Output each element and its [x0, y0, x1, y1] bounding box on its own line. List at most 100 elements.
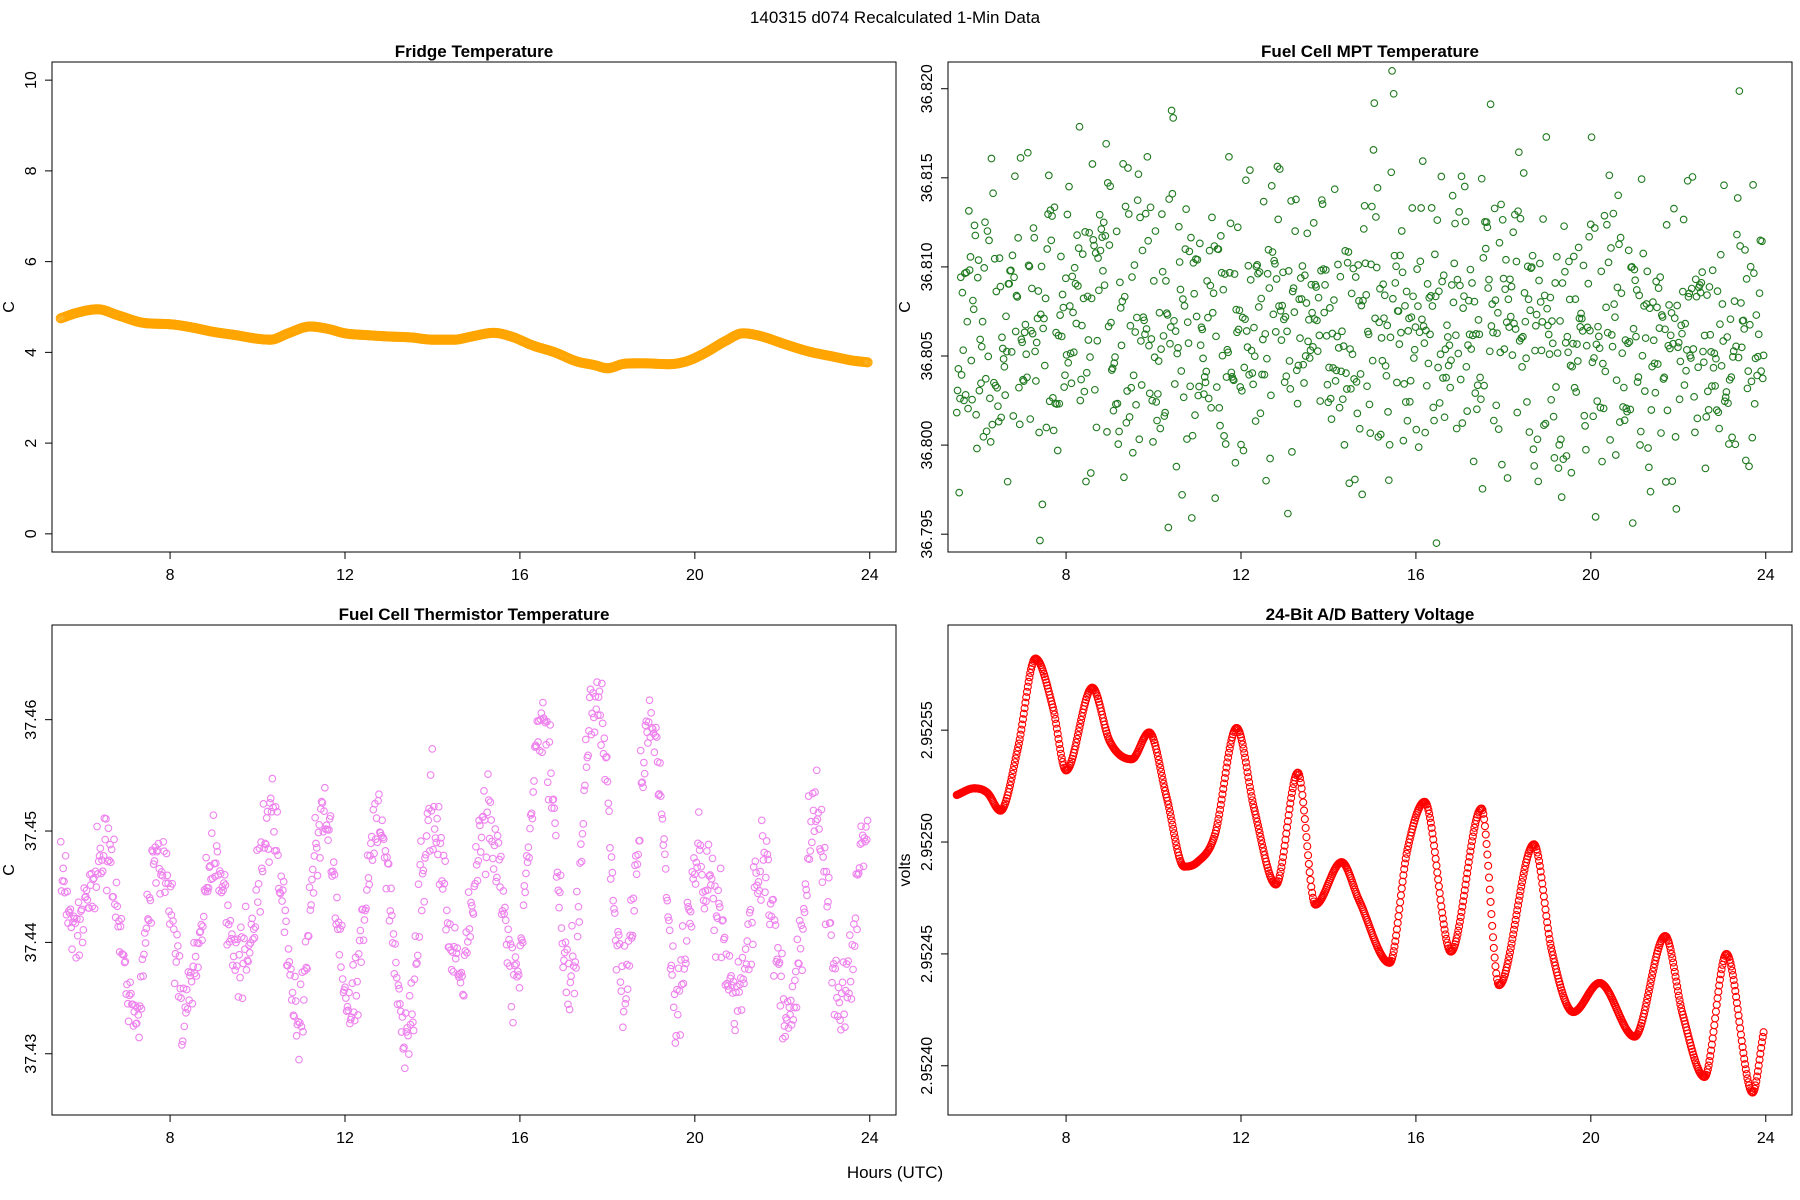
- data-point: [1587, 133, 1596, 142]
- data-point: [1528, 251, 1537, 260]
- data-point: [1707, 1046, 1716, 1055]
- data-point: [1411, 323, 1420, 331]
- data-point: [483, 808, 492, 817]
- data-point: [67, 923, 76, 932]
- data-point: [1286, 799, 1295, 808]
- data-point: [417, 906, 426, 915]
- data-point: [434, 850, 442, 859]
- data-point: [1612, 376, 1621, 385]
- data-point: [1056, 749, 1065, 758]
- data-point: [1053, 446, 1062, 455]
- data-point: [609, 896, 618, 905]
- data-point: [1431, 854, 1440, 863]
- data-point: [1293, 399, 1302, 408]
- data-point: [1239, 744, 1248, 753]
- data-point: [1429, 403, 1438, 412]
- data-point: [1486, 100, 1495, 109]
- data-point: [1121, 202, 1130, 211]
- data-point: [610, 905, 618, 913]
- data-point: [412, 960, 420, 968]
- data-point: [1426, 330, 1434, 339]
- data-point: [1170, 380, 1179, 388]
- data-point: [88, 902, 97, 911]
- data-point: [652, 723, 660, 732]
- data-point: [1554, 974, 1563, 983]
- data-point: [1736, 1024, 1745, 1033]
- data-point: [1757, 1038, 1767, 1047]
- data-point: [1640, 1006, 1649, 1015]
- data-point: [523, 858, 532, 867]
- data-point: [608, 868, 617, 877]
- data-point: [1138, 246, 1147, 255]
- data-point: [1407, 313, 1416, 322]
- data-point: [1537, 346, 1546, 355]
- data-point: [1214, 815, 1223, 824]
- data-point: [1235, 306, 1244, 315]
- data-point: [1679, 215, 1688, 224]
- data-point: [1113, 399, 1122, 408]
- data-point: [1709, 363, 1718, 372]
- data-point: [1707, 1040, 1716, 1049]
- data-point: [140, 950, 148, 959]
- data-point: [714, 886, 723, 895]
- data-point: [1023, 682, 1032, 691]
- data-point: [395, 984, 404, 993]
- data-point: [1321, 281, 1329, 289]
- data-point: [1564, 348, 1572, 357]
- data-point: [1454, 349, 1463, 358]
- data-point: [231, 966, 240, 974]
- data-point: [226, 916, 235, 925]
- data-point: [169, 917, 177, 925]
- data-point: [605, 807, 613, 815]
- data-point: [1519, 169, 1528, 177]
- data-point: [1704, 1061, 1713, 1070]
- data-point: [1513, 408, 1522, 417]
- data-point: [1499, 274, 1508, 283]
- data-point: [1730, 981, 1739, 990]
- data-point: [674, 964, 683, 973]
- data-point: [429, 845, 437, 854]
- data-point: [798, 966, 807, 975]
- data-point: [1168, 820, 1177, 829]
- data-point: [687, 922, 696, 931]
- data-point: [1216, 232, 1225, 240]
- data-point: [1544, 330, 1553, 339]
- data-point: [1456, 912, 1465, 922]
- data-point: [1364, 330, 1373, 339]
- data-point: [1535, 861, 1544, 871]
- data-point: [573, 932, 582, 941]
- data-point: [1111, 353, 1119, 361]
- data-point: [790, 1003, 798, 1012]
- data-point: [1079, 294, 1088, 303]
- data-point: [1757, 1043, 1766, 1052]
- data-point: [1376, 430, 1385, 439]
- data-point: [1434, 875, 1443, 884]
- data-point: [1342, 385, 1351, 393]
- data-point: [1392, 262, 1400, 271]
- data-point: [104, 824, 113, 833]
- data-point: [1506, 275, 1514, 284]
- y-tick-label: 0: [23, 529, 40, 538]
- data-point: [1670, 967, 1679, 976]
- data-point: [845, 931, 854, 939]
- data-point: [862, 357, 873, 368]
- data-point: [392, 973, 401, 982]
- data-point: [795, 959, 803, 968]
- data-point: [1669, 963, 1678, 972]
- data-point: [367, 832, 376, 841]
- data-point: [1073, 731, 1082, 740]
- data-point: [1220, 432, 1228, 440]
- data-point: [1701, 464, 1710, 473]
- data-point: [447, 965, 456, 974]
- data-point: [668, 971, 676, 979]
- data-point: [1281, 313, 1290, 321]
- data-point: [1073, 231, 1081, 240]
- data-point: [761, 888, 769, 897]
- data-point: [836, 1016, 844, 1025]
- data-point: [278, 897, 286, 905]
- data-point: [1275, 302, 1283, 310]
- data-point: [1739, 316, 1748, 325]
- data-point: [655, 790, 664, 798]
